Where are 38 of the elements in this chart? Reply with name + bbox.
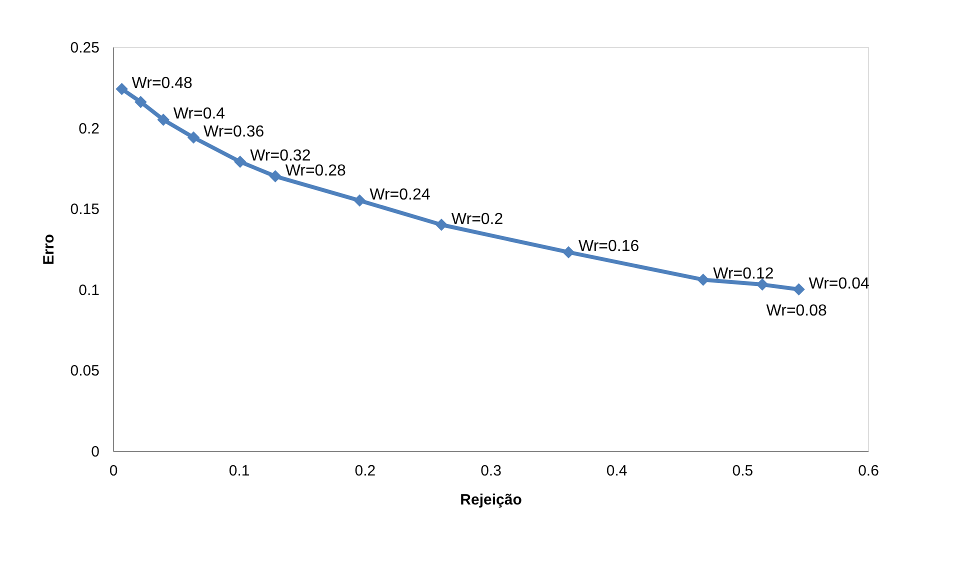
annotation: Wr=0.16 [578,238,640,256]
point [435,218,448,231]
annotation: Wr=0.12 [713,266,774,283]
x-tick-label: 0.5 [732,462,754,480]
point [234,156,246,168]
x-axis-title: Rejeição [460,492,522,508]
annotation: Wr=0.48 [132,75,193,92]
y-tick-label: 0.05 [70,362,100,380]
x-tick-label: 0.3 [480,462,502,480]
x-tick-label: 0.2 [354,462,376,480]
annotation: Wr=0.24 [370,186,430,204]
x-tick-label: 0 [109,462,118,480]
point [697,274,710,286]
point [157,114,170,126]
annotation: Wr=0.4 [173,106,226,123]
y-axis-title: Erro [40,234,58,265]
annotation: Wr=0.08 [766,302,828,320]
point [562,246,575,258]
point [116,82,128,96]
point [269,170,282,182]
annotation: Wr=0.32 [250,148,311,165]
annotation: Wr=0.04 [808,275,870,292]
x-tick-label: 0.4 [606,462,628,480]
x-tick-label: 0.6 [858,462,879,480]
point [756,278,768,291]
y-tick-label: 0.25 [70,40,100,56]
annotation: Wr=0.36 [204,123,264,140]
x-tick-label: 0.1 [228,462,250,480]
y-tick-label: 0.15 [70,201,100,218]
y-tick-label: 0.1 [78,282,100,299]
annotation: Wr=0.2 [451,210,504,228]
point [134,96,147,108]
y-tick-label: 0.2 [78,120,100,138]
annotation: Wr=0.28 [285,162,346,180]
point [792,283,805,296]
point [187,131,200,144]
point [354,194,366,207]
y-tick-label: 0 [91,444,100,460]
